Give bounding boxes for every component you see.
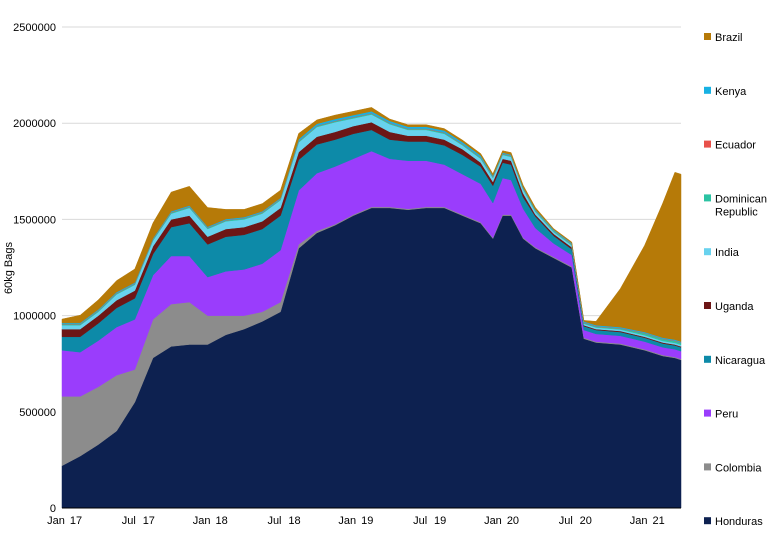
x-tick-label-month: Jan (484, 515, 502, 527)
legend-label: Honduras (715, 516, 763, 528)
legend-label: Colombia (715, 462, 762, 474)
x-tick-label-month: Jul (267, 515, 281, 527)
legend-label: Ecuador (715, 140, 756, 152)
x-tick-label-month: Jan (47, 515, 65, 527)
legend-label: Brazil (715, 32, 743, 44)
x-tick-label-month: Jan (193, 515, 211, 527)
legend-swatch (704, 194, 711, 202)
legend-swatch (704, 355, 711, 363)
x-tick-label-month: Jul (122, 515, 136, 527)
y-tick-label: 1000000 (13, 311, 56, 323)
legend-label: Uganda (715, 301, 754, 313)
x-tick-label-year: 20 (507, 515, 519, 527)
y-axis-title: 60kg Bags (3, 242, 15, 294)
x-tick-label-month: Jul (559, 515, 573, 527)
y-tick-labels: 0 500000 1000000 1500000 2000000 2500000 (13, 22, 56, 515)
legend-swatch (704, 140, 711, 148)
x-tick-label-year: 18 (288, 515, 300, 527)
x-tick-label-year: 21 (652, 515, 664, 527)
legend-label: India (715, 247, 740, 259)
legend-label: Kenya (715, 86, 747, 98)
x-tick-label-year: 17 (143, 515, 155, 527)
legend-swatch (704, 302, 711, 309)
legend-swatch (704, 248, 711, 256)
legend-swatch (704, 517, 711, 525)
legend-swatch (704, 33, 711, 40)
legend-swatch (704, 86, 711, 94)
x-tick-label-month: Jul (413, 515, 427, 527)
y-tick-label: 2000000 (13, 118, 56, 130)
legend-label: Republic (715, 206, 758, 218)
x-tick-label-year: 18 (216, 515, 228, 527)
legend-swatch (704, 463, 711, 471)
x-tick-label-month: Jan (630, 515, 648, 527)
area-brazil (61, 107, 682, 342)
y-tick-label: 0 (50, 503, 56, 515)
y-tick-label: 1500000 (13, 214, 56, 226)
x-tick-label-year: 19 (434, 515, 446, 527)
legend-label: Dominican (715, 193, 767, 205)
legend-label: Nicaragua (715, 355, 766, 367)
x-tick-label-year: 19 (361, 515, 373, 527)
y-tick-label: 2500000 (13, 22, 56, 34)
x-tick-labels: Jan 17 Jul 17 Jan 18 Jul 18 Jan 19 Jul 19 Jan 20 Jul 20… (47, 515, 665, 527)
legend-swatch (704, 409, 711, 417)
x-tick-label-year: 17 (70, 515, 82, 527)
y-tick-label: 500000 (19, 407, 56, 419)
x-tick-label-year: 20 (580, 515, 592, 527)
series-areas (61, 107, 682, 509)
legend-label: Peru (715, 409, 738, 421)
x-tick-label-month: Jan (338, 515, 356, 527)
